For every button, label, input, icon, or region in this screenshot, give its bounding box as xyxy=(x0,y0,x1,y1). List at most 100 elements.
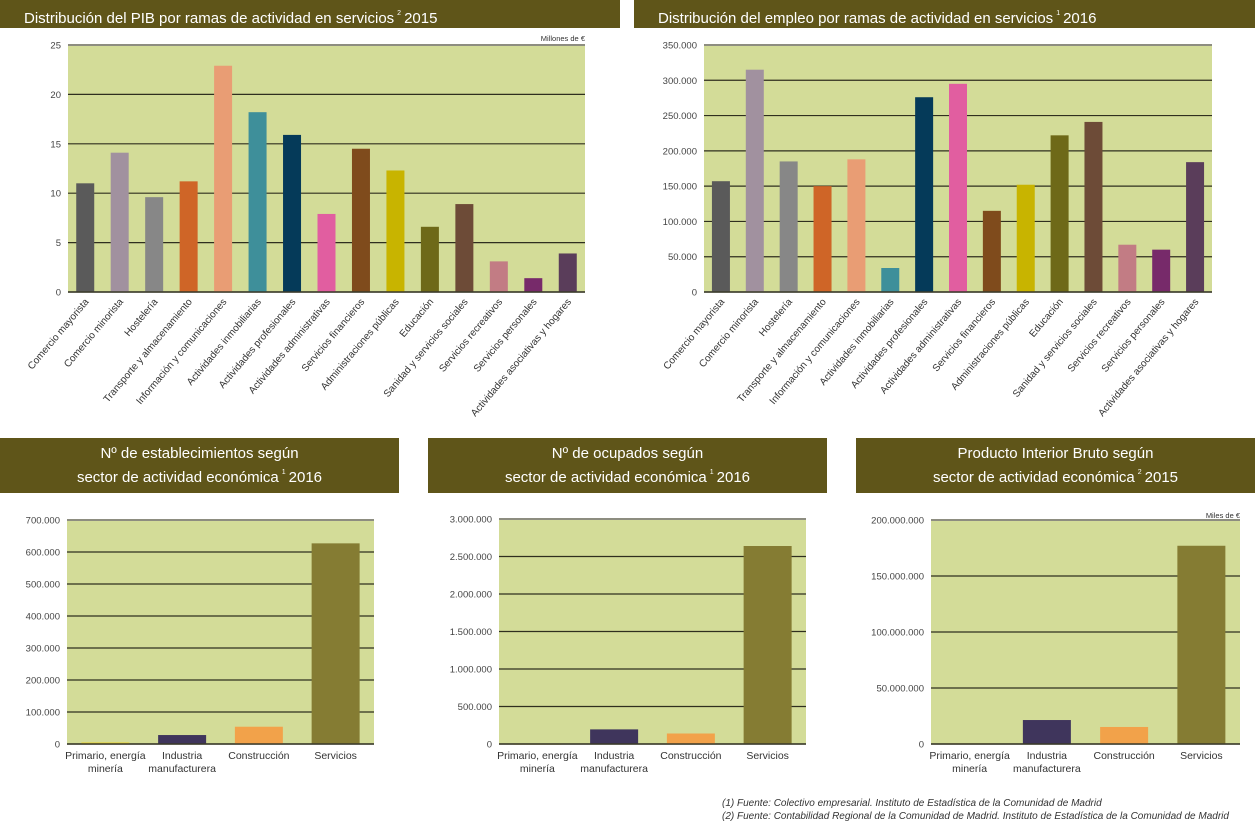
bar xyxy=(1084,121,1103,293)
y-tick-label: 600.000 xyxy=(26,548,60,559)
x-tick-label: minería xyxy=(952,763,987,775)
y-tick-label: 5 xyxy=(56,238,61,249)
x-tick-label: Servicios recreativos xyxy=(1066,297,1134,375)
unit-label: Millones de € xyxy=(541,34,586,43)
y-tick-label: 0 xyxy=(56,288,61,299)
chart-pib-servicios-header: Distribución del PIB por ramas de activi… xyxy=(0,0,620,28)
chart-establecimientos: 0 100.000 200.000 300.000 400.000 500.000 600.… xyxy=(26,516,374,775)
bar xyxy=(455,204,474,292)
bar xyxy=(1022,720,1071,744)
bar xyxy=(558,253,577,292)
y-tick-label: 3.000.000 xyxy=(450,515,492,526)
chart-year: 2015 xyxy=(404,10,438,27)
x-tick-label: Servicios financieros xyxy=(931,297,998,374)
x-tick-label: Comercio mayorista xyxy=(662,297,728,373)
chart-title: Distribución del PIB por ramas de activi… xyxy=(24,10,395,27)
y-tick-label: 50.000 xyxy=(668,252,697,263)
bar xyxy=(317,213,336,292)
x-tick-label: Servicios xyxy=(746,750,789,762)
footnote-1: (1) Fuente: Colectivo empresarial. Insti… xyxy=(722,798,1102,809)
chart-title-line2: sector de actividad económica xyxy=(76,469,279,486)
bar xyxy=(847,159,866,292)
footnote-ref: 1 xyxy=(709,469,714,476)
bar xyxy=(489,261,508,292)
bar xyxy=(234,726,283,744)
chart-title-line1: Nº de establecimientos según xyxy=(100,445,299,462)
bar xyxy=(711,181,730,292)
bar xyxy=(813,186,832,292)
bar xyxy=(158,735,207,744)
bar xyxy=(351,148,370,292)
bar xyxy=(1177,545,1226,744)
bar xyxy=(743,546,792,744)
bar xyxy=(949,83,967,292)
bar xyxy=(745,69,764,292)
y-tick-label: 200.000 xyxy=(26,676,60,687)
bar xyxy=(1016,184,1035,292)
y-tick-label: 15 xyxy=(50,139,61,150)
y-tick-label: 100.000.000 xyxy=(871,628,924,639)
y-tick-label: 500.000 xyxy=(458,702,492,713)
bar xyxy=(386,170,405,292)
chart-title-line1: Producto Interior Bruto según xyxy=(957,445,1154,462)
footnotes: (1) Fuente: Colectivo empresarial. Insti… xyxy=(722,797,1229,823)
y-tick-label: 2.000.000 xyxy=(450,590,492,601)
x-tick-label: Primario, energía xyxy=(929,750,1010,762)
y-tick-label: 250.000 xyxy=(663,111,697,122)
y-tick-label: 200.000.000 xyxy=(871,516,924,527)
y-tick-label: 0 xyxy=(487,740,492,751)
bar xyxy=(311,543,360,744)
bar xyxy=(915,97,934,292)
y-tick-label: 0 xyxy=(692,288,697,299)
x-tick-label: Construcción xyxy=(660,750,721,762)
y-tick-label: 400.000 xyxy=(26,612,60,623)
bar xyxy=(524,278,543,292)
bar xyxy=(283,134,302,292)
bar xyxy=(420,226,439,292)
bar xyxy=(1152,249,1171,292)
y-tick-label: 1.500.000 xyxy=(450,627,492,638)
bar xyxy=(145,197,164,292)
chart-title: Distribución del empleo por ramas de act… xyxy=(658,10,1054,27)
y-tick-label: 0 xyxy=(919,740,924,751)
footnote-2: (2) Fuente: Contabilidad Regional de la … xyxy=(722,811,1229,822)
bar xyxy=(779,161,798,292)
bar xyxy=(590,729,639,744)
y-tick-label: 700.000 xyxy=(26,516,60,527)
bar xyxy=(1050,135,1069,292)
x-tick-label: Comercio minorista xyxy=(697,297,761,370)
footnote-ref: 2 xyxy=(1137,469,1142,476)
bar xyxy=(214,65,233,292)
y-tick-label: 2.500.000 xyxy=(450,552,492,563)
y-tick-label: 25 xyxy=(50,41,61,52)
y-tick-label: 300.000 xyxy=(663,76,697,87)
y-tick-label: 150.000.000 xyxy=(871,572,924,583)
chart-ocupados: 0 500.000 1.000.000 1.500.000 2.000.000 2.500… xyxy=(450,515,806,775)
x-tick-label: Servicios financieros xyxy=(300,297,367,374)
chart-empleo-servicios: 0 50.000 100.000 150.000 200.000 250.000 300.0… xyxy=(662,41,1212,419)
chart-year: 2015 xyxy=(1144,469,1179,486)
y-tick-label: 200.000 xyxy=(663,146,697,157)
y-tick-label: 500.000 xyxy=(26,580,60,591)
chart-title-line2: sector de actividad económica xyxy=(504,469,707,486)
y-tick-label: 300.000 xyxy=(26,644,60,655)
x-tick-label: manufacturera xyxy=(1013,763,1081,775)
x-tick-label: Servicios xyxy=(314,750,357,762)
unit-label: Miles de € xyxy=(1206,511,1241,520)
bar xyxy=(179,181,198,292)
bar xyxy=(81,742,130,744)
chart-establecimientos-header: Nº de establecimientos según sector de a… xyxy=(0,438,399,493)
x-tick-label: minería xyxy=(520,763,555,775)
x-tick-label: Industria xyxy=(594,750,634,762)
x-tick-label: Construcción xyxy=(1093,750,1154,762)
x-tick-label: Industria xyxy=(162,750,202,762)
chart-year: 2016 xyxy=(716,469,751,486)
bar xyxy=(1186,162,1205,292)
bar xyxy=(1100,726,1149,744)
y-tick-label: 100.000 xyxy=(26,708,60,719)
chart-pib-sector: 0 50.000.000 100.000.000 150.000.000 200.000… xyxy=(871,511,1241,775)
y-tick-label: 0 xyxy=(55,740,60,751)
x-tick-label: Comercio mayorista xyxy=(26,297,92,373)
chart-empleo-servicios-header: Distribución del empleo por ramas de act… xyxy=(634,0,1255,28)
x-tick-label: Primario, energía xyxy=(497,750,578,762)
